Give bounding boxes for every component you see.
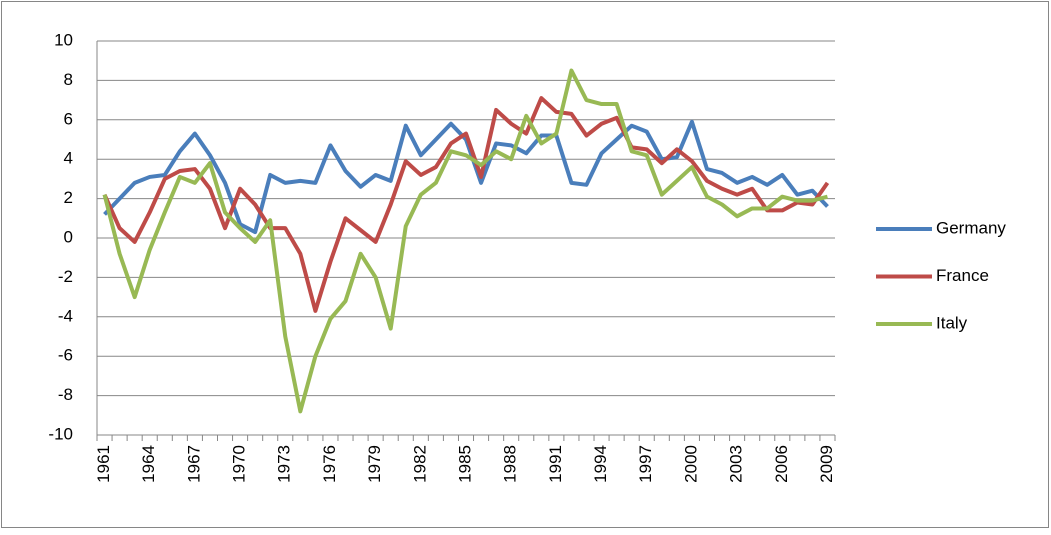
y-tick-label: 0: [64, 227, 73, 246]
x-tick-label: 1982: [410, 445, 429, 483]
y-tick-label: -4: [58, 306, 73, 325]
x-tick-label: 1985: [455, 445, 474, 483]
legend-label: France: [936, 266, 989, 285]
x-tick-label: 1979: [365, 445, 384, 483]
line-series: [102, 96, 830, 313]
y-tick-label: 8: [64, 70, 73, 89]
line-series: [102, 68, 828, 414]
x-tick-label: 1976: [320, 445, 339, 483]
x-tick-label: 2000: [681, 445, 700, 483]
y-tick-label: -2: [58, 267, 73, 286]
x-tick-label: 1997: [636, 445, 655, 483]
y-tick-label: 4: [64, 149, 73, 168]
x-tick-label: 2003: [727, 445, 746, 483]
x-tick-label: 1973: [275, 445, 294, 483]
x-tick-label: 1961: [94, 445, 113, 483]
y-tick-label: 10: [54, 30, 73, 49]
legend-label: Italy: [936, 313, 968, 332]
x-tick-label: 1964: [139, 445, 158, 483]
y-tick-label: -10: [48, 424, 73, 443]
x-tick-label: 1967: [184, 445, 203, 483]
x-tick-label: 1991: [546, 445, 565, 483]
x-tick-label: 1970: [230, 445, 249, 483]
x-tick-label: 1988: [501, 445, 520, 483]
y-tick-label: -8: [58, 385, 73, 404]
y-tick-label: 6: [64, 109, 73, 128]
legend-label: Germany: [936, 218, 1006, 237]
x-tick-label: 1994: [591, 445, 610, 483]
y-tick-label: 2: [64, 188, 73, 207]
y-tick-label: -6: [58, 346, 73, 365]
x-tick-label: 2006: [772, 445, 791, 483]
x-tick-label: 2009: [817, 445, 836, 483]
